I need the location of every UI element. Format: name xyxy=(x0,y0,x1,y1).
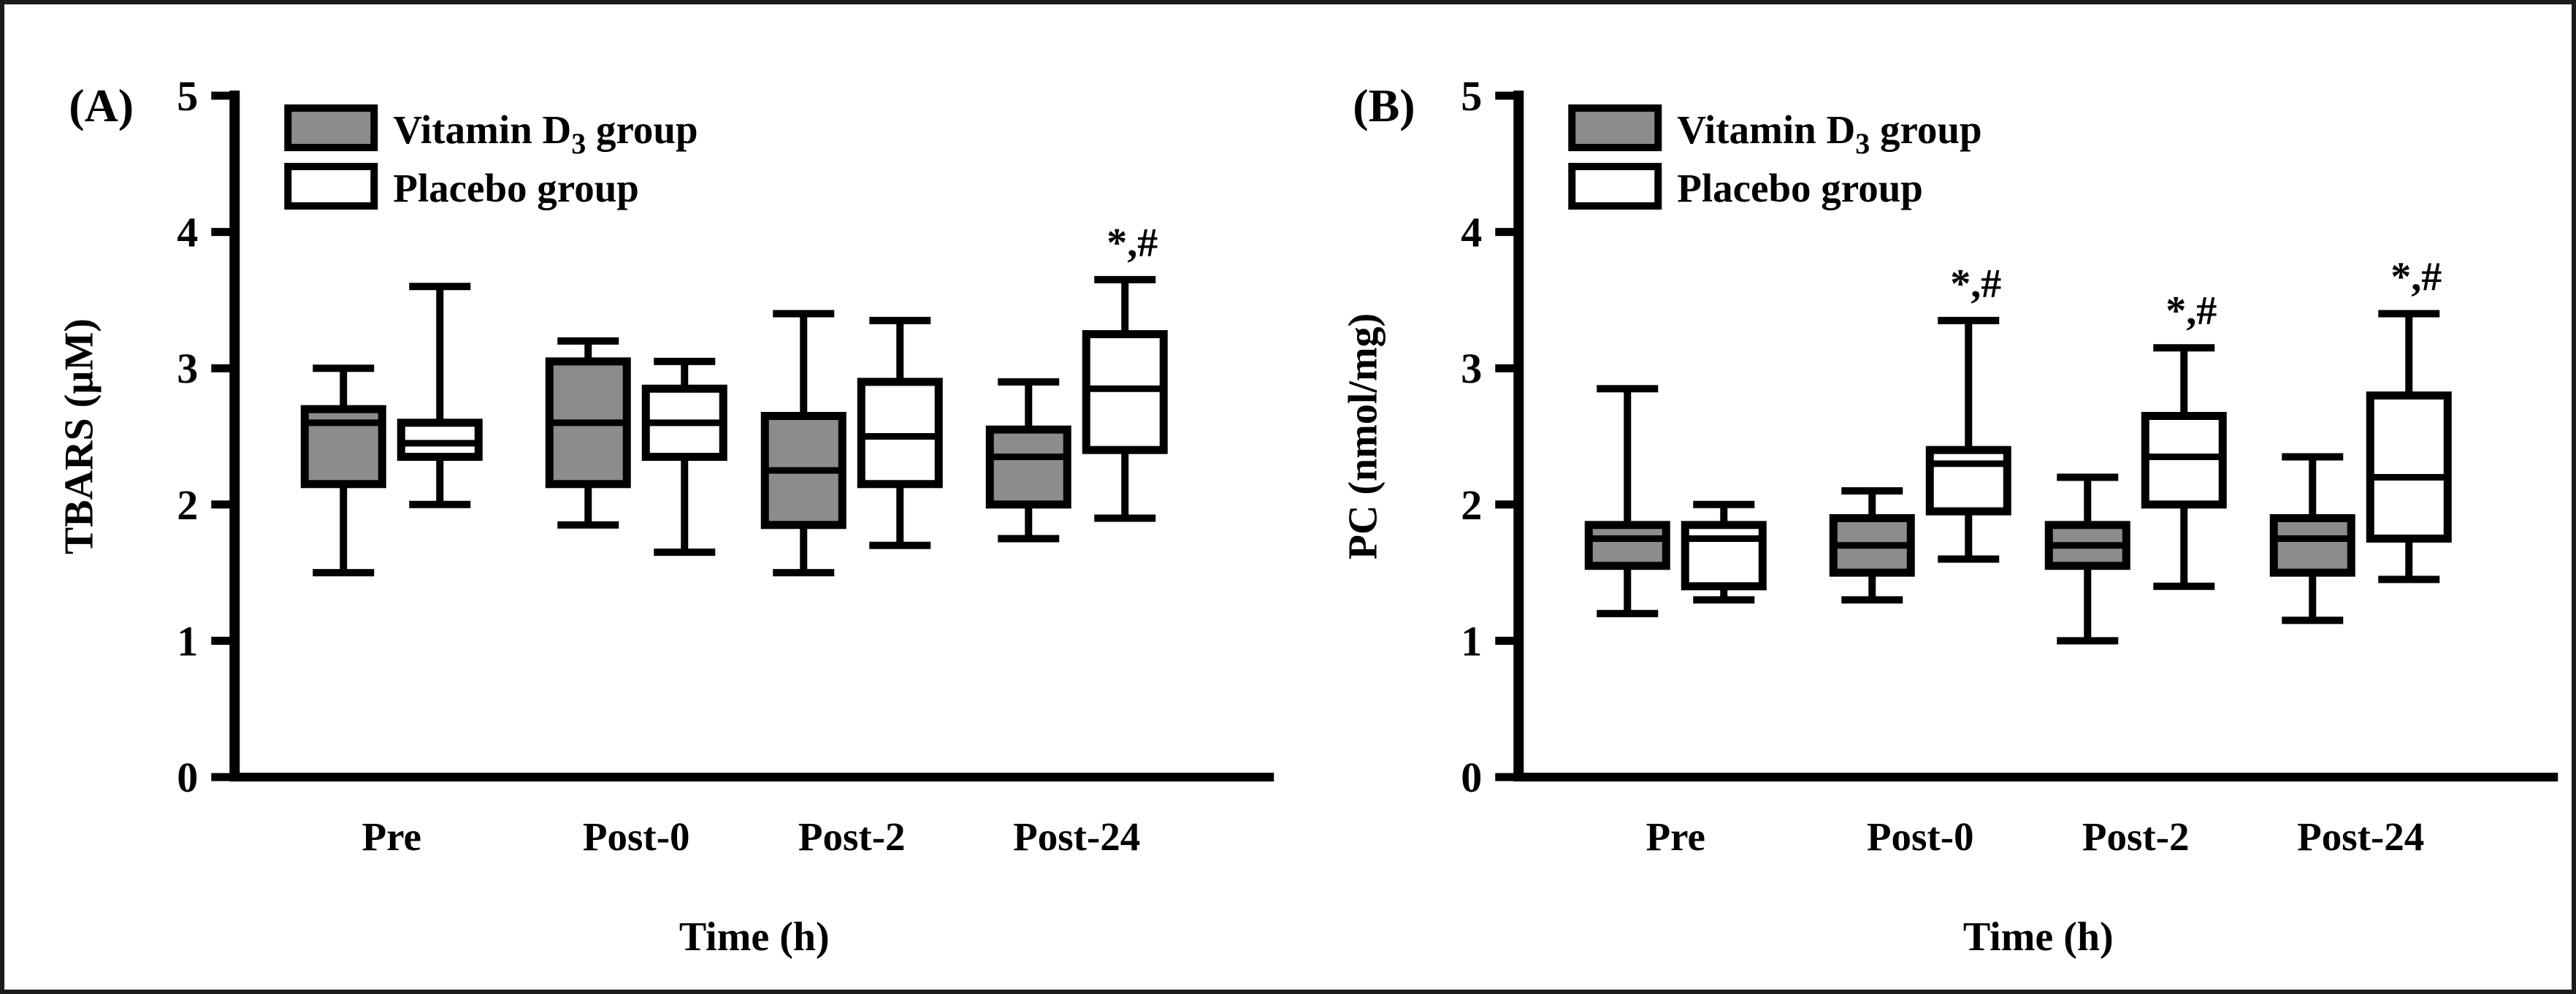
legend-swatch xyxy=(1567,104,1662,151)
x-category-label: Post-2 xyxy=(2082,814,2189,859)
boxplot-box-group xyxy=(985,378,1071,543)
boxplot-chart: 0 1 2 3 4 5 PC (nmol/mg) (B) Vitamin D3 group Pla… xyxy=(1340,72,2558,960)
y-tick-label: 0 xyxy=(1461,754,1482,801)
legend-label: Vitamin D3 group xyxy=(1677,107,1981,160)
x-category-label: Post-0 xyxy=(583,814,690,859)
boxplot-chart: 0 1 2 3 4 5 TBARS (µM) (A) Vitamin D3 group Place… xyxy=(56,72,1274,960)
significance-annotation: *,# xyxy=(1107,221,1158,266)
boxplot-box-group xyxy=(760,310,846,577)
y-tick-label: 5 xyxy=(177,72,198,120)
x-category-label: Pre xyxy=(1646,814,1705,859)
y-tick-label: 1 xyxy=(1461,617,1482,665)
y-tick-label: 5 xyxy=(1461,72,1482,120)
iqr-box xyxy=(2141,412,2227,509)
legend-label: Placebo group xyxy=(393,166,639,210)
y-tick-label: 2 xyxy=(177,481,198,529)
boxplot-box-group xyxy=(1681,500,1767,604)
legend-label: Vitamin D3 group xyxy=(393,107,697,160)
x-category-label: Post-2 xyxy=(798,814,906,859)
boxplot-box-group xyxy=(2269,453,2355,624)
x-category-label: Post-24 xyxy=(1013,814,1140,859)
iqr-box xyxy=(1925,446,2011,516)
iqr-box xyxy=(2269,513,2355,577)
x-category-label: Post-24 xyxy=(2297,814,2424,859)
legend-swatch xyxy=(284,104,378,151)
significance-annotation: *,# xyxy=(1950,261,2001,307)
boxplot-box-group xyxy=(1584,385,1670,618)
boxplot-box-group xyxy=(300,364,386,577)
significance-annotation: *,# xyxy=(2166,288,2217,334)
boxplot-box-group: *,# xyxy=(2141,288,2227,590)
boxplot-box-group xyxy=(545,337,631,529)
y-tick-label: 2 xyxy=(1461,481,1482,529)
panel-a: 0 1 2 3 4 5 TBARS (µM) (A) Vitamin D3 group Place… xyxy=(4,4,1288,990)
panel-b: 0 1 2 3 4 5 PC (nmol/mg) (B) Vitamin D3 group Pla… xyxy=(1288,4,2572,990)
boxplot-box-group xyxy=(857,316,943,549)
iqr-box xyxy=(397,418,483,461)
boxplot-box-group: *,# xyxy=(1925,261,2011,563)
y-axis-title: PC (nmol/mg) xyxy=(1340,313,1386,560)
boxplot-box-group xyxy=(397,283,483,508)
y-axis-title: TBARS (µM) xyxy=(56,318,102,554)
boxplot-box-group xyxy=(1829,487,1915,604)
boxplot-box-group: *,# xyxy=(1082,221,1168,522)
significance-annotation: *,# xyxy=(2390,255,2442,300)
iqr-box xyxy=(1082,330,1168,454)
y-tick-label: 4 xyxy=(1461,209,1482,256)
iqr-box xyxy=(1584,521,1670,570)
y-tick-label: 4 xyxy=(177,209,198,256)
legend-swatch xyxy=(1567,163,1662,210)
x-axis-title: Time (h) xyxy=(1962,914,2113,960)
legend-label: Placebo group xyxy=(1677,166,1923,210)
y-tick-label: 3 xyxy=(177,345,198,392)
iqr-box xyxy=(1681,521,1767,591)
iqr-box xyxy=(985,425,1071,509)
legend-swatch xyxy=(284,163,378,210)
panel-label: (A) xyxy=(69,80,134,131)
x-category-label: Post-0 xyxy=(1866,814,1973,859)
y-tick-label: 0 xyxy=(177,754,198,801)
panel-label: (B) xyxy=(1353,80,1415,131)
iqr-box xyxy=(857,378,943,489)
y-tick-label: 1 xyxy=(177,617,198,665)
boxplot-box-group xyxy=(2044,473,2130,645)
boxplot-box-group xyxy=(641,357,727,557)
x-category-label: Pre xyxy=(362,814,421,859)
iqr-box xyxy=(2366,391,2452,543)
y-tick-label: 3 xyxy=(1461,345,1482,392)
boxplot-box-group: *,# xyxy=(2366,255,2452,584)
x-axis-title: Time (h) xyxy=(679,914,830,960)
